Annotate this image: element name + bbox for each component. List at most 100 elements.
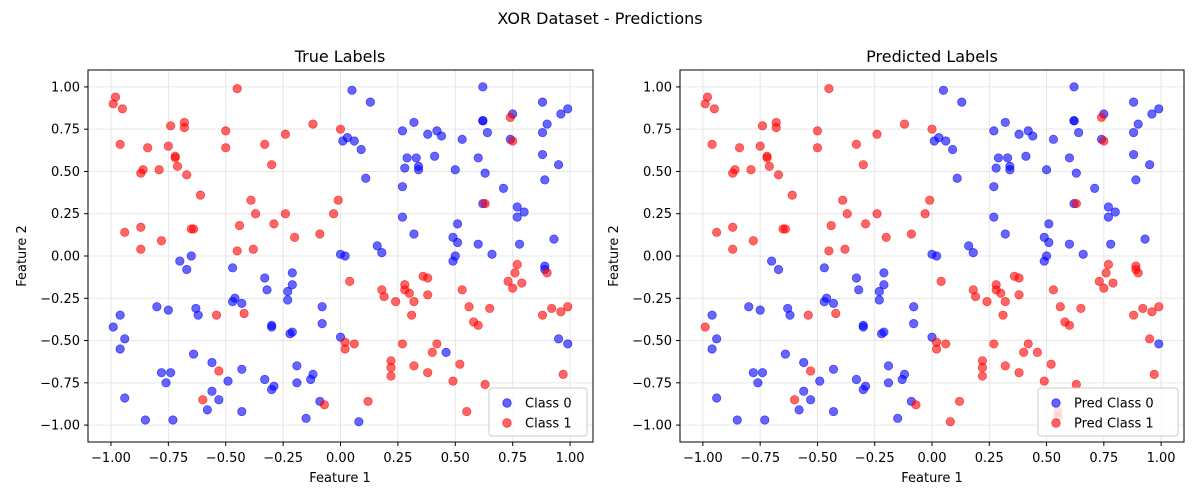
scatter-point xyxy=(537,97,548,107)
scatter-point xyxy=(1106,239,1116,249)
scatter-point xyxy=(909,302,919,312)
scatter-point xyxy=(563,339,573,349)
scatter-point xyxy=(267,322,277,332)
scatter-point xyxy=(287,327,297,337)
scatter-point xyxy=(250,209,261,219)
scatter-point xyxy=(140,415,150,425)
scatter-point xyxy=(386,371,396,381)
scatter-point xyxy=(239,308,249,319)
scatter-point xyxy=(929,136,939,146)
scatter-point xyxy=(482,127,493,138)
scatter-point xyxy=(998,310,1008,320)
scatter-point xyxy=(347,85,357,95)
scatter-point xyxy=(927,249,937,259)
legend: Class 0 Class 1 xyxy=(488,387,588,437)
scatter-point xyxy=(744,302,754,312)
scatter-point xyxy=(1103,202,1114,212)
scatter-point xyxy=(748,236,758,246)
scatter-point xyxy=(464,302,474,312)
scatter-point xyxy=(166,121,176,131)
scatter-point xyxy=(1069,116,1079,126)
scatter-point xyxy=(228,263,238,273)
scatter-point xyxy=(851,273,862,283)
scatter-point xyxy=(372,241,382,251)
figure-suptitle: XOR Dataset - Predictions xyxy=(497,9,702,28)
x-axis-ticks: −1.00 −0.75 −0.50 −0.25 0.00 0.25 0.50 0.75 1.00 xyxy=(91,442,585,466)
x-tick-label: 0.00 xyxy=(918,451,947,466)
scatter-point xyxy=(819,297,829,307)
scatter-point xyxy=(707,344,717,354)
scatter-point xyxy=(223,376,233,386)
scatter-point xyxy=(1019,347,1029,357)
scatter-point xyxy=(707,310,717,320)
scatter-point xyxy=(1074,127,1084,138)
scatter-point xyxy=(941,339,951,349)
scatter-point xyxy=(1005,161,1015,171)
scatter-point xyxy=(931,344,942,354)
scatter-point xyxy=(267,384,277,395)
scatter-point xyxy=(1071,198,1081,209)
scatter-point xyxy=(161,378,171,388)
scatter-point xyxy=(989,182,999,192)
scatter-point xyxy=(340,344,350,354)
scatter-point xyxy=(397,126,408,136)
scatter-point xyxy=(1064,320,1075,330)
chart-predicted-labels: Predicted Labels −1.00 −0.75 −0.50 −0.25 0.0… xyxy=(607,47,1185,486)
scatter-point xyxy=(989,339,999,349)
legend-marker xyxy=(1051,398,1061,408)
scatter-point xyxy=(824,246,834,256)
scatter-point xyxy=(854,285,864,295)
scatter-point xyxy=(175,256,185,266)
scatter-point xyxy=(537,149,548,160)
scatter-point xyxy=(728,244,738,254)
scatter-point xyxy=(136,222,146,232)
scatter-point xyxy=(925,195,935,205)
scatter-point xyxy=(819,263,829,273)
scatter-point xyxy=(211,310,222,320)
scatter-point xyxy=(186,224,196,234)
scatter-point xyxy=(883,361,894,371)
scatter-point xyxy=(757,368,768,378)
scatter-point xyxy=(767,256,777,266)
scatter-point xyxy=(787,190,797,200)
scatter-point xyxy=(1000,361,1010,371)
scatter-point xyxy=(874,286,884,297)
scatter-point xyxy=(712,393,722,403)
scatter-point xyxy=(805,366,816,376)
x-tick-label: −0.75 xyxy=(148,451,188,466)
scatter-point xyxy=(728,222,738,232)
scatter-point xyxy=(1078,249,1088,259)
scatter-point xyxy=(893,413,903,423)
y-axis-label: Feature 2 xyxy=(15,225,30,287)
scatter-point xyxy=(977,371,988,381)
scatter-point xyxy=(1032,347,1042,357)
scatter-point xyxy=(954,396,965,407)
scatter-point xyxy=(1129,310,1139,320)
scatter-point xyxy=(858,384,868,395)
scatter-point xyxy=(455,359,465,369)
scatter-point xyxy=(748,368,758,378)
scatter-point xyxy=(503,276,513,286)
x-tick-label: −0.25 xyxy=(263,451,303,466)
y-tick-label: 0.25 xyxy=(51,207,80,222)
scatter-point xyxy=(542,268,552,278)
y-tick-label: 0.75 xyxy=(643,123,672,138)
y-tick-label: 0.50 xyxy=(51,165,80,180)
x-tick-label: −0.25 xyxy=(855,451,895,466)
y-tick-label: 0.00 xyxy=(643,250,672,265)
legend-entry: Class 1 xyxy=(525,417,572,432)
scatter-point xyxy=(826,220,836,231)
scatter-point xyxy=(970,291,981,302)
scatter-point xyxy=(232,84,242,94)
y-tick-label: −1.00 xyxy=(40,419,80,434)
legend-marker xyxy=(1051,418,1061,428)
x-axis-label: Feature 1 xyxy=(901,471,963,486)
scatter-point xyxy=(214,395,224,405)
scatter-point xyxy=(207,386,217,396)
scatter-point xyxy=(771,122,781,133)
scatter-point xyxy=(858,322,868,332)
scatter-point xyxy=(423,129,433,139)
scatter-point xyxy=(964,241,974,251)
scatter-point xyxy=(1101,268,1111,278)
